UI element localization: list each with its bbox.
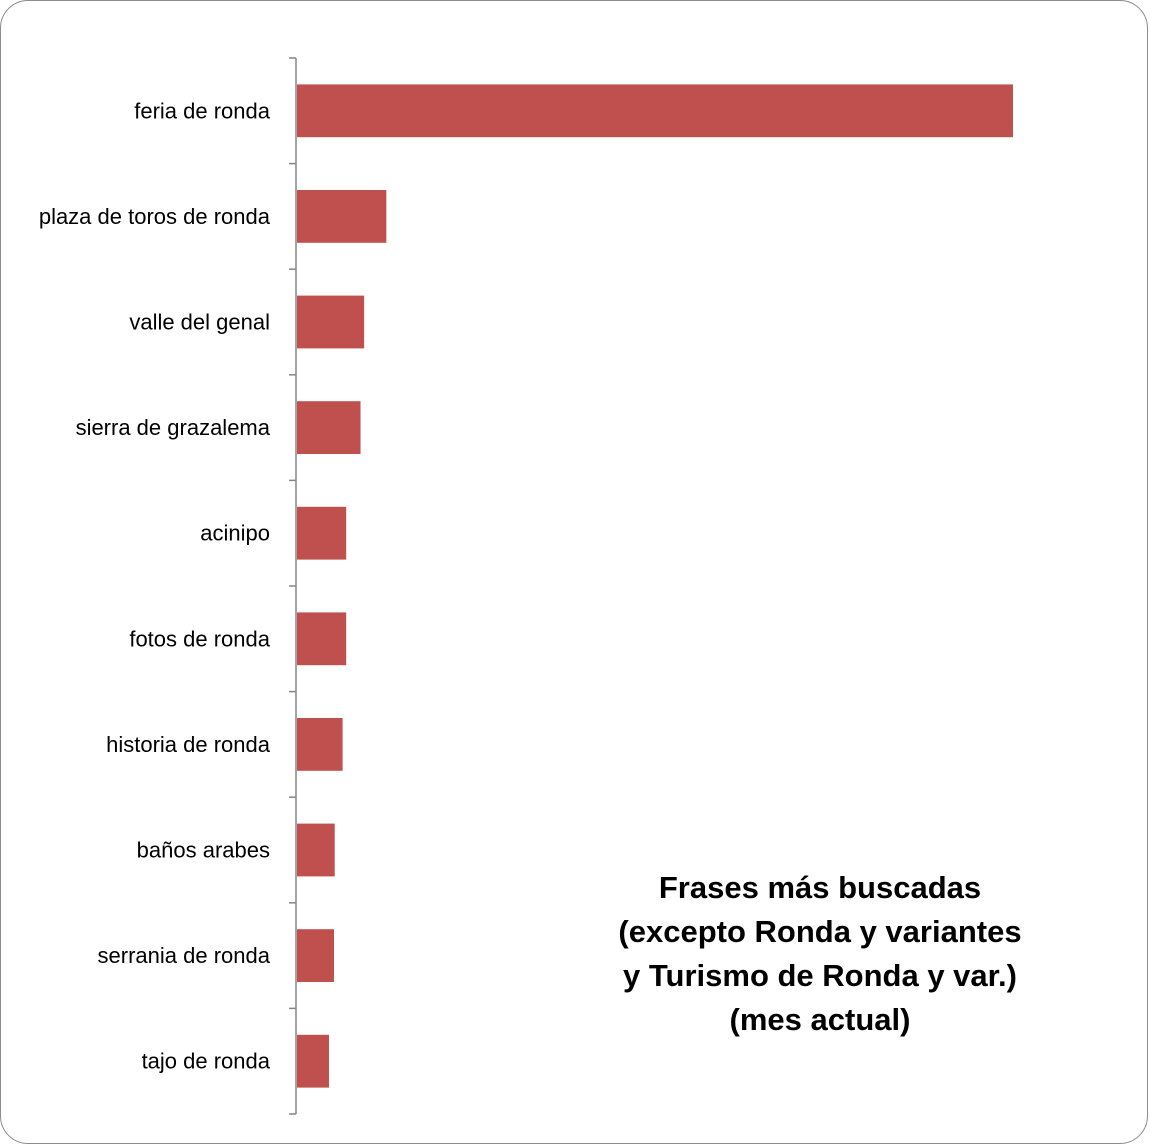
bar <box>297 506 347 560</box>
axis-layer <box>289 57 297 1115</box>
category-label: historia de ronda <box>106 732 271 757</box>
bar <box>297 718 343 771</box>
category-label: valle del genal <box>129 310 270 335</box>
bar <box>297 612 347 666</box>
category-label: feria de ronda <box>134 98 271 123</box>
chart-title: Frases más buscadas (excepto Ronda y var… <box>560 866 1080 1042</box>
bar <box>297 929 335 982</box>
bar <box>297 295 365 349</box>
chart-title-line-2: (excepto Ronda y variantes <box>618 914 1022 949</box>
bars-layer <box>297 84 1013 1088</box>
category-label: acinipo <box>200 521 270 546</box>
chart-title-line-1: Frases más buscadas <box>658 870 982 905</box>
category-label: baños arabes <box>137 838 270 863</box>
bar <box>297 84 1013 138</box>
bar <box>297 190 387 243</box>
category-label: fotos de ronda <box>129 626 270 651</box>
category-labels: feria de ronda plaza de toros de ronda val… <box>39 98 271 1073</box>
category-label: tajo de ronda <box>142 1049 271 1074</box>
bar <box>297 1034 329 1088</box>
category-label: sierra de grazalema <box>76 415 271 440</box>
category-label: plaza de toros de ronda <box>39 204 271 229</box>
chart-title-line-3: y Turismo de Ronda y var.) <box>623 958 1017 993</box>
chart-title-line-4: (mes actual) <box>729 1002 911 1037</box>
bar <box>297 401 361 454</box>
bar <box>297 823 335 877</box>
category-label: serrania de ronda <box>98 943 271 968</box>
